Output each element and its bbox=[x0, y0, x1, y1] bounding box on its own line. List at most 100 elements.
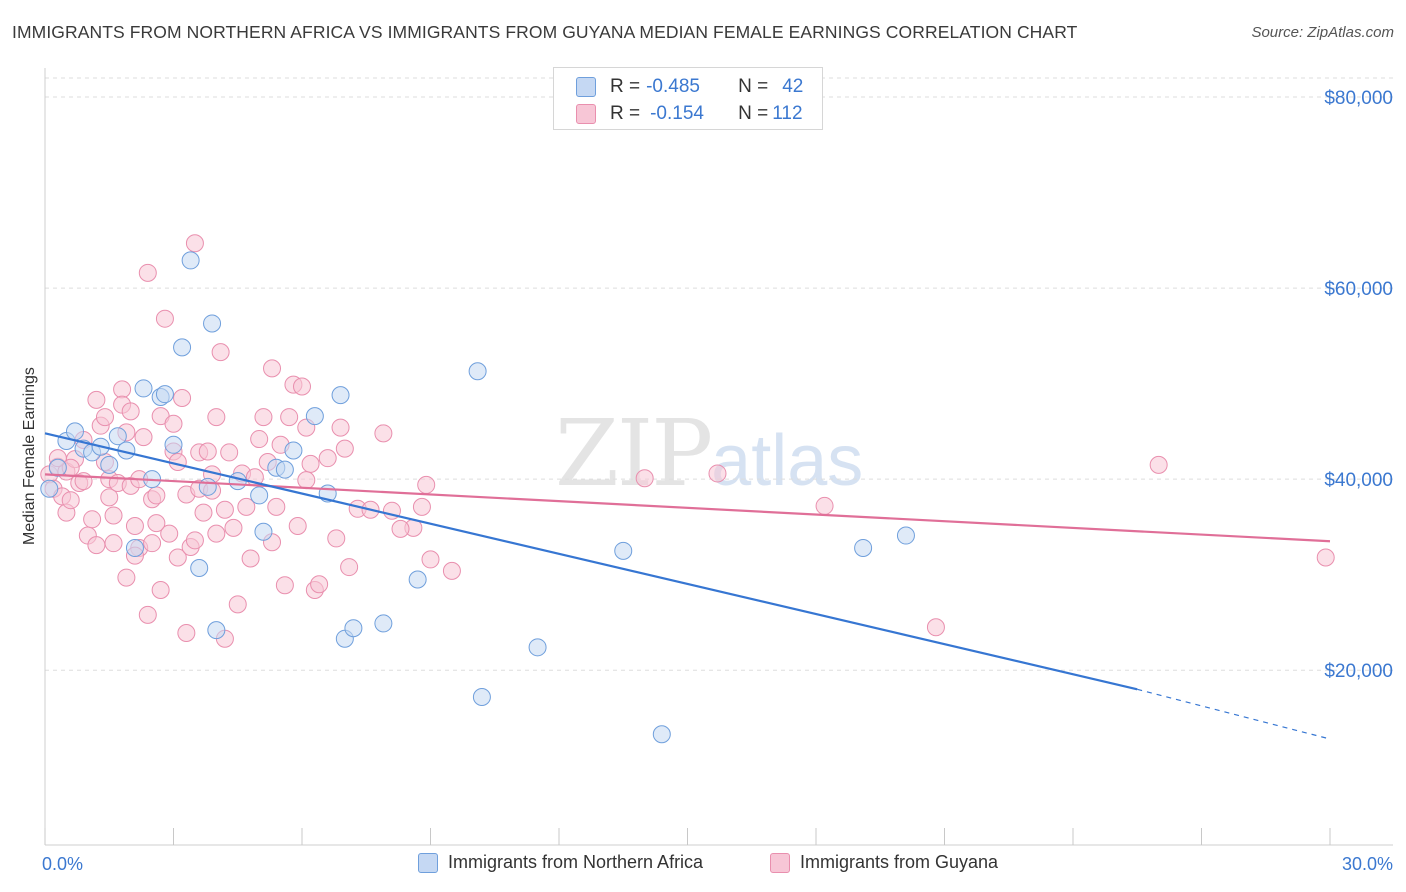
data-point-guyana bbox=[185, 531, 204, 550]
data-point-guyana bbox=[267, 497, 286, 516]
data-point-guyana bbox=[442, 561, 461, 580]
data-point-northern-africa bbox=[48, 458, 67, 477]
source-label: Source: ZipAtlas.com bbox=[1251, 24, 1394, 41]
legend-r-label: R = bbox=[610, 103, 641, 124]
y-tick-label: $20,000 bbox=[1324, 661, 1393, 682]
trend-line-northern-africa bbox=[44, 432, 1138, 691]
data-point-northern-africa bbox=[125, 538, 144, 557]
data-point-guyana bbox=[104, 506, 123, 525]
data-point-guyana bbox=[421, 550, 440, 569]
data-point-guyana bbox=[100, 488, 119, 507]
data-point-guyana bbox=[708, 464, 727, 483]
data-point-northern-africa bbox=[228, 472, 247, 491]
legend-n-label: N = bbox=[738, 103, 769, 124]
data-point-guyana bbox=[207, 408, 226, 427]
data-point-guyana bbox=[293, 377, 311, 396]
correlation-legend: R = -0.485 N = 42 R = -0.154 N = 112 bbox=[553, 67, 823, 130]
legend-swatch-blue bbox=[576, 77, 596, 97]
data-point-guyana bbox=[417, 475, 436, 494]
legend-n-value: 42 bbox=[782, 76, 804, 97]
data-point-northern-africa bbox=[854, 538, 873, 557]
data-point-guyana bbox=[331, 418, 350, 437]
data-point-guyana bbox=[1316, 548, 1335, 567]
data-point-guyana bbox=[250, 430, 269, 449]
data-point-guyana bbox=[340, 558, 359, 577]
data-point-guyana bbox=[275, 576, 294, 595]
data-point-guyana bbox=[134, 428, 153, 447]
data-point-guyana bbox=[374, 424, 393, 443]
data-point-guyana bbox=[147, 514, 166, 533]
data-point-northern-africa bbox=[173, 338, 192, 357]
data-point-guyana bbox=[151, 580, 170, 599]
data-point-guyana bbox=[327, 529, 346, 548]
data-point-guyana bbox=[211, 343, 230, 362]
data-point-guyana bbox=[83, 510, 102, 529]
data-point-northern-africa bbox=[614, 541, 633, 560]
data-point-guyana bbox=[280, 408, 299, 427]
y-tick-label: $80,000 bbox=[1324, 88, 1393, 109]
data-point-guyana bbox=[164, 414, 183, 433]
data-point-northern-africa bbox=[284, 441, 303, 460]
data-point-guyana bbox=[121, 402, 140, 421]
data-point-guyana bbox=[288, 516, 307, 535]
data-point-guyana bbox=[1149, 455, 1168, 474]
data-point-northern-africa bbox=[468, 362, 487, 381]
data-point-guyana bbox=[220, 443, 239, 462]
x-tick-label: 0.0% bbox=[42, 854, 83, 874]
data-point-guyana bbox=[87, 536, 106, 555]
data-point-guyana bbox=[117, 568, 136, 587]
data-point-guyana bbox=[318, 449, 337, 468]
data-point-northern-africa bbox=[652, 725, 671, 744]
data-point-guyana bbox=[254, 408, 273, 427]
legend-item-label: Immigrants from Guyana bbox=[800, 852, 999, 872]
data-point-northern-africa bbox=[190, 559, 209, 578]
data-point-guyana bbox=[104, 534, 123, 553]
data-point-northern-africa bbox=[344, 619, 363, 638]
data-point-northern-africa bbox=[254, 522, 273, 541]
trend-line-guyana bbox=[44, 473, 1331, 543]
data-point-northern-africa bbox=[155, 385, 174, 404]
data-point-guyana bbox=[815, 496, 834, 515]
data-point-guyana bbox=[113, 380, 132, 399]
y-axis-label: Median Female Earnings bbox=[21, 367, 38, 545]
legend-swatch-blue bbox=[418, 852, 438, 873]
data-point-northern-africa bbox=[528, 638, 547, 657]
data-point-guyana bbox=[237, 497, 256, 516]
data-point-northern-africa bbox=[198, 477, 217, 496]
x-tick-label: 30.0% bbox=[1342, 854, 1393, 874]
data-point-northern-africa bbox=[207, 621, 226, 640]
data-point-guyana bbox=[635, 469, 654, 488]
data-point-guyana bbox=[241, 549, 260, 568]
data-point-guyana bbox=[185, 234, 204, 253]
data-point-northern-africa bbox=[100, 455, 119, 474]
legend-row-guyana: R = -0.154 N = 112 bbox=[576, 102, 803, 126]
trend-line-northern-africa-extension bbox=[1137, 688, 1331, 740]
data-point-guyana bbox=[297, 471, 316, 490]
legend-swatch-pink bbox=[770, 852, 790, 873]
data-point-guyana bbox=[412, 497, 431, 516]
data-point-northern-africa bbox=[40, 479, 59, 498]
data-point-northern-africa bbox=[250, 486, 269, 505]
data-point-guyana bbox=[335, 439, 354, 458]
data-point-northern-africa bbox=[896, 526, 915, 545]
data-point-northern-africa bbox=[164, 435, 183, 454]
data-point-northern-africa bbox=[408, 570, 427, 589]
data-point-guyana bbox=[926, 618, 945, 637]
legend-r-value: -0.485 bbox=[646, 76, 700, 97]
legend-item-northern-africa: Immigrants from Northern Africa bbox=[418, 852, 703, 873]
legend-n-value: 112 bbox=[772, 103, 803, 124]
data-point-guyana bbox=[143, 534, 162, 553]
data-point-guyana bbox=[207, 524, 226, 543]
data-point-northern-africa bbox=[181, 251, 200, 270]
data-point-guyana bbox=[61, 491, 80, 510]
data-point-guyana bbox=[87, 390, 106, 409]
data-point-northern-africa bbox=[134, 379, 153, 398]
y-tick-label: $60,000 bbox=[1324, 279, 1393, 300]
data-point-northern-africa bbox=[374, 614, 393, 633]
data-point-guyana bbox=[215, 500, 234, 519]
data-point-guyana bbox=[224, 518, 243, 537]
data-point-northern-africa bbox=[108, 427, 127, 446]
y-tick-label: $40,000 bbox=[1324, 470, 1393, 491]
data-point-guyana bbox=[125, 516, 144, 535]
